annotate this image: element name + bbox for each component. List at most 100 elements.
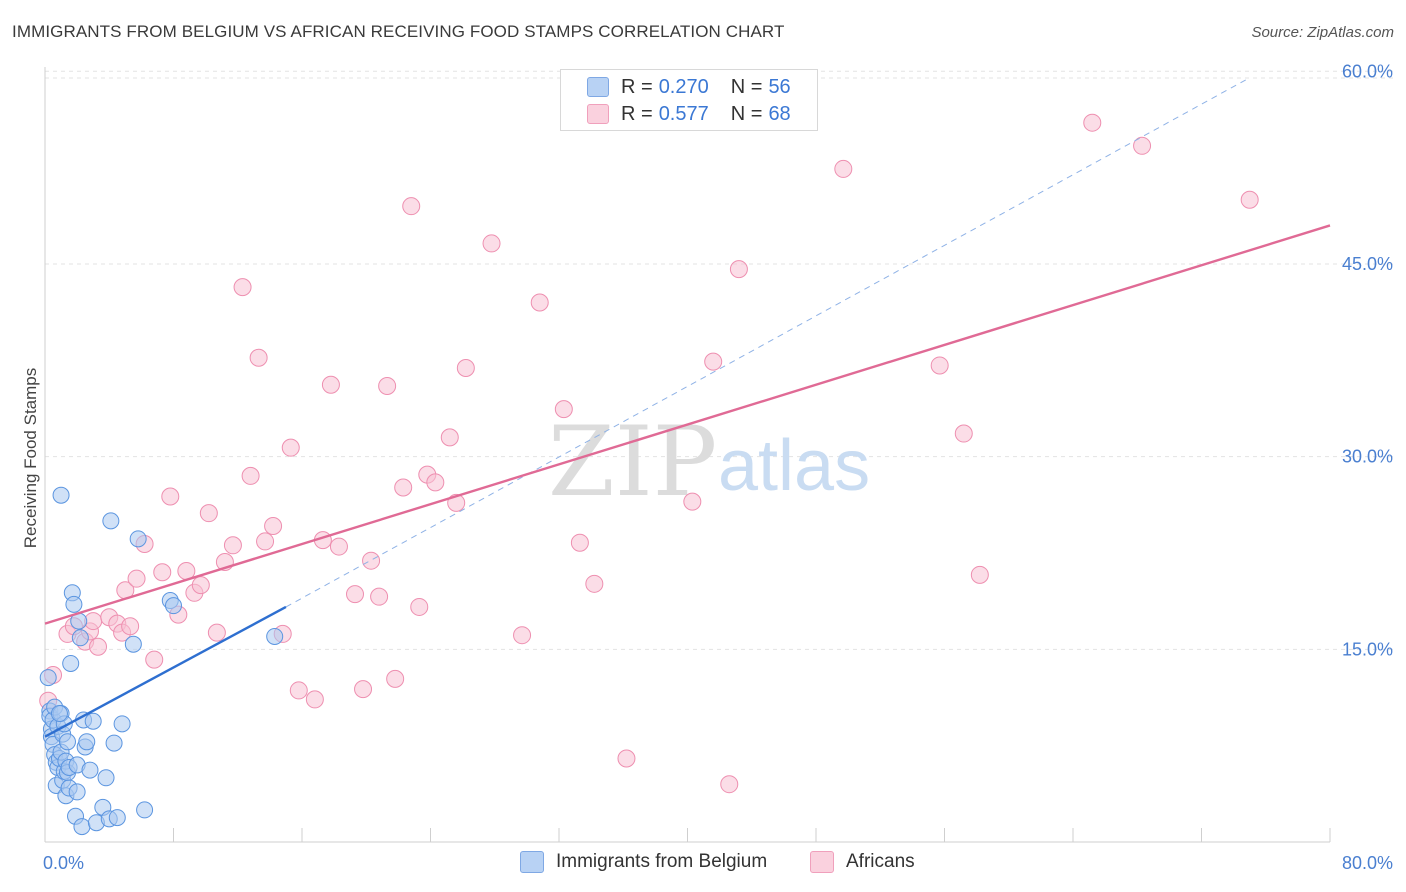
data-point-africans (729, 260, 748, 279)
chart-title: IMMIGRANTS FROM BELGIUM VS AFRICAN RECEI… (12, 22, 785, 41)
belgium-points (39, 486, 284, 836)
data-point-africans (554, 400, 573, 419)
y-tick-label: 60.0% (1342, 61, 1393, 81)
legend-swatch-blue (520, 851, 544, 873)
data-point-africans (127, 569, 146, 588)
data-point-africans (362, 551, 381, 570)
data-point-africans (617, 749, 636, 768)
legend-row-belgium: R = 0.270 N = 56 (587, 74, 791, 100)
data-point-belgium (108, 809, 126, 827)
legend-item-africans[interactable]: Africans (810, 851, 915, 873)
data-point-africans (386, 669, 405, 688)
trend-line-belgium-extrapolated (285, 77, 1250, 608)
data-point-africans (704, 352, 723, 371)
data-point-africans (281, 438, 300, 457)
data-point-africans (1240, 190, 1259, 209)
trend-lines (44, 77, 1331, 738)
data-point-africans (930, 356, 949, 375)
africans-points (39, 113, 1259, 794)
data-point-africans (241, 466, 260, 485)
data-point-africans (207, 623, 226, 642)
data-point-africans (370, 587, 389, 606)
data-point-africans (161, 487, 180, 506)
data-point-africans (145, 650, 164, 669)
data-point-africans (84, 612, 103, 631)
legend-label-africans: Africans (846, 851, 915, 872)
y-tick-label: 30.0% (1342, 447, 1393, 467)
data-point-africans (683, 492, 702, 511)
data-point-belgium (97, 769, 115, 787)
data-point-africans (1133, 136, 1152, 155)
data-point-belgium (50, 705, 68, 723)
axis-layer (44, 67, 1331, 843)
series-legend: Immigrants from Belgium Africans (0, 851, 1406, 877)
data-point-africans (321, 375, 340, 394)
data-point-belgium (58, 733, 76, 751)
x-tick-label-max: 80.0% (1342, 853, 1393, 873)
data-point-belgium (129, 530, 147, 548)
data-point-belgium (113, 715, 131, 733)
legend-row-africans: R = 0.577 N = 68 (587, 101, 791, 127)
source-label: Source: ZipAtlas.com (1251, 24, 1394, 41)
data-point-belgium (71, 629, 89, 647)
data-point-africans (256, 532, 275, 551)
data-point-belgium (68, 783, 86, 801)
data-point-africans (1083, 113, 1102, 132)
data-point-belgium (102, 512, 120, 530)
legend-n-label: N = (730, 102, 763, 125)
data-point-africans (570, 533, 589, 552)
data-point-belgium (65, 595, 83, 613)
trend-line-belgium (44, 605, 287, 738)
data-point-africans (482, 234, 501, 253)
data-point-belgium (81, 761, 99, 779)
data-point-belgium (39, 669, 57, 687)
data-point-belgium (136, 801, 154, 819)
data-point-africans (329, 537, 348, 556)
data-point-africans (456, 359, 475, 378)
legend-r-label: R = (621, 102, 653, 125)
data-point-africans (354, 680, 373, 699)
y-tick-label: 15.0% (1342, 639, 1393, 659)
data-point-belgium (52, 486, 70, 504)
data-point-africans (513, 626, 532, 645)
x-tick-label-min: 0.0% (43, 853, 84, 873)
data-point-belgium (73, 818, 91, 836)
watermark-atlas: atlas (718, 426, 870, 506)
data-point-africans (410, 597, 429, 616)
data-point-africans (970, 565, 989, 584)
data-point-belgium (124, 635, 142, 653)
data-point-belgium (266, 627, 284, 645)
correlation-legend: R = 0.270 N = 56 R = 0.577 N = 68 (560, 69, 818, 131)
y-axis-label: Receiving Food Stamps (21, 368, 40, 548)
watermark: ZIP atlas (548, 406, 870, 518)
legend-n-value: 56 (768, 75, 791, 98)
legend-item-belgium[interactable]: Immigrants from Belgium (520, 851, 767, 873)
data-point-africans (394, 478, 413, 497)
legend-r-value: 0.270 (658, 75, 709, 98)
legend-swatch-pink (587, 104, 609, 124)
data-point-africans (402, 197, 421, 216)
y-tick-label: 45.0% (1342, 254, 1393, 274)
data-point-belgium (105, 734, 123, 752)
legend-swatch-pink (810, 851, 834, 873)
legend-r-value: 0.577 (658, 102, 709, 125)
legend-label-belgium: Immigrants from Belgium (556, 851, 768, 872)
legend-r-label: R = (621, 75, 653, 98)
data-point-africans (264, 517, 283, 536)
data-point-africans (720, 775, 739, 794)
data-point-africans (199, 504, 218, 523)
data-point-africans (530, 293, 549, 312)
data-point-africans (426, 473, 445, 492)
data-point-africans (121, 617, 140, 636)
data-point-belgium (78, 733, 96, 751)
data-point-belgium (165, 597, 182, 615)
trend-line-africans (44, 224, 1331, 625)
data-point-africans (305, 690, 324, 709)
data-point-belgium (84, 712, 102, 730)
tick-labels: 15.0% 30.0% 45.0% 60.0% 0.0% 80.0% (43, 61, 1393, 873)
data-point-africans (585, 574, 604, 593)
data-point-africans (289, 681, 308, 700)
data-point-africans (834, 159, 853, 178)
data-point-africans (440, 428, 459, 447)
data-point-africans (249, 348, 268, 367)
